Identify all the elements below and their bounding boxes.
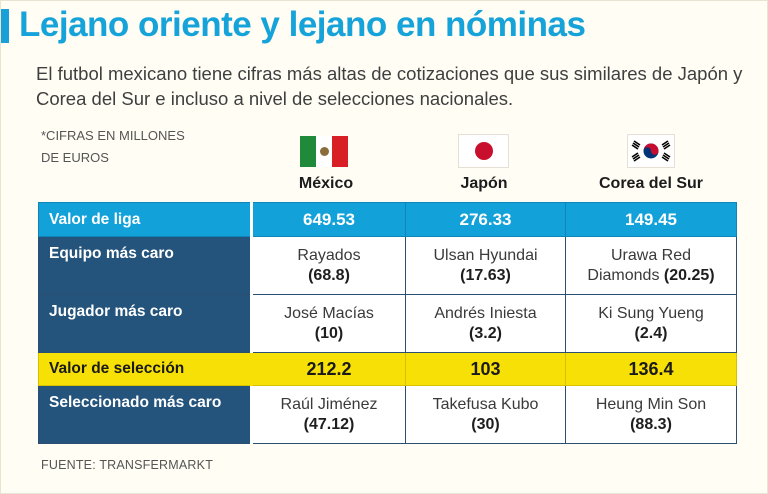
cell-value: (17.63) [460, 266, 511, 284]
subtitle: El futbol mexicano tiene cifras más alta… [36, 63, 743, 109]
table-cell: Heung Min Son (88.3) [565, 385, 737, 444]
comparison-table: Valor de liga 649.53 276.33 149.45 Equip… [38, 202, 737, 444]
cell-name: Andrés Iniesta [434, 304, 537, 322]
table-cell: José Macías (10) [251, 294, 406, 353]
column-header-corea: Corea del Sur [598, 175, 704, 192]
units-note-line: *CIFRAS EN MILLONES [41, 128, 185, 143]
table-cell: Raúl Jiménez (47.12) [251, 385, 406, 444]
title-accent-bar [1, 9, 9, 43]
table-cell: 149.45 [565, 202, 737, 237]
row-label: Valor de selección [38, 352, 253, 386]
cell-name: Ulsan Hyundai [433, 246, 538, 264]
table-cell: 649.53 [251, 202, 406, 237]
cell-name: Rayados [297, 246, 361, 264]
row-label: Jugador más caro [38, 294, 253, 353]
cell-value: (30) [471, 415, 500, 433]
table-cell: Urawa Red Diamonds (20.25) [565, 236, 737, 295]
table-cell: Takefusa Kubo (30) [405, 385, 566, 444]
table-cell: 136.4 [565, 352, 737, 386]
cell-value: (3.2) [469, 324, 502, 342]
table-cell: 276.33 [405, 202, 566, 237]
cell-value: (2.4) [634, 324, 668, 342]
table-row: Valor de selección 212.2 103 136.4 [38, 352, 737, 386]
table-cell: 103 [405, 352, 566, 386]
row-label: Valor de liga [38, 202, 253, 237]
units-note: *CIFRAS EN MILLONES DE EUROS [41, 125, 185, 169]
cell-name: José Macías [284, 304, 374, 322]
cell-value: (10) [314, 324, 344, 342]
cell-name: Raúl Jiménez [280, 395, 378, 413]
column-header-mexico: México [298, 175, 354, 192]
cell-name: Takefusa Kubo [432, 395, 539, 413]
south-korea-flag-icon [627, 134, 675, 168]
japan-flag-icon [458, 134, 509, 168]
table-cell: Ulsan Hyundai (17.63) [405, 236, 566, 295]
table-row: Jugador más caro José Macías (10) Andrés… [38, 294, 737, 353]
units-note-line: DE EUROS [41, 150, 109, 165]
table-cell: Ki Sung Yueng (2.4) [565, 294, 737, 353]
table-row: Equipo más caro Rayados (68.8) Ulsan Hyu… [38, 236, 737, 295]
table-row: Seleccionado más caro Raúl Jiménez (47.1… [38, 385, 737, 444]
cell-value: (20.25) [663, 266, 715, 284]
cell-value: (68.8) [308, 266, 350, 284]
source-credit: FUENTE: TRANSFERMARKT [41, 458, 214, 472]
row-label: Seleccionado más caro [38, 385, 253, 444]
row-label: Equipo más caro [38, 236, 253, 295]
table-cell: Rayados (68.8) [251, 236, 406, 295]
cell-name: Ki Sung Yueng [598, 304, 704, 322]
page-title: Lejano oriente y lejano en nóminas [19, 5, 586, 44]
table-cell: Andrés Iniesta (3.2) [405, 294, 566, 353]
cell-value: (88.3) [630, 415, 672, 433]
mexico-flag-icon [300, 136, 348, 167]
column-header-japon: Japón [460, 175, 508, 192]
cell-name: Heung Min Son [595, 395, 707, 413]
cell-name: Urawa Red [610, 246, 692, 264]
cell-name-line2: Diamonds [587, 266, 660, 284]
cell-value: (47.12) [303, 415, 355, 433]
table-row: Valor de liga 649.53 276.33 149.45 [38, 202, 737, 237]
table-cell: 212.2 [251, 352, 406, 386]
